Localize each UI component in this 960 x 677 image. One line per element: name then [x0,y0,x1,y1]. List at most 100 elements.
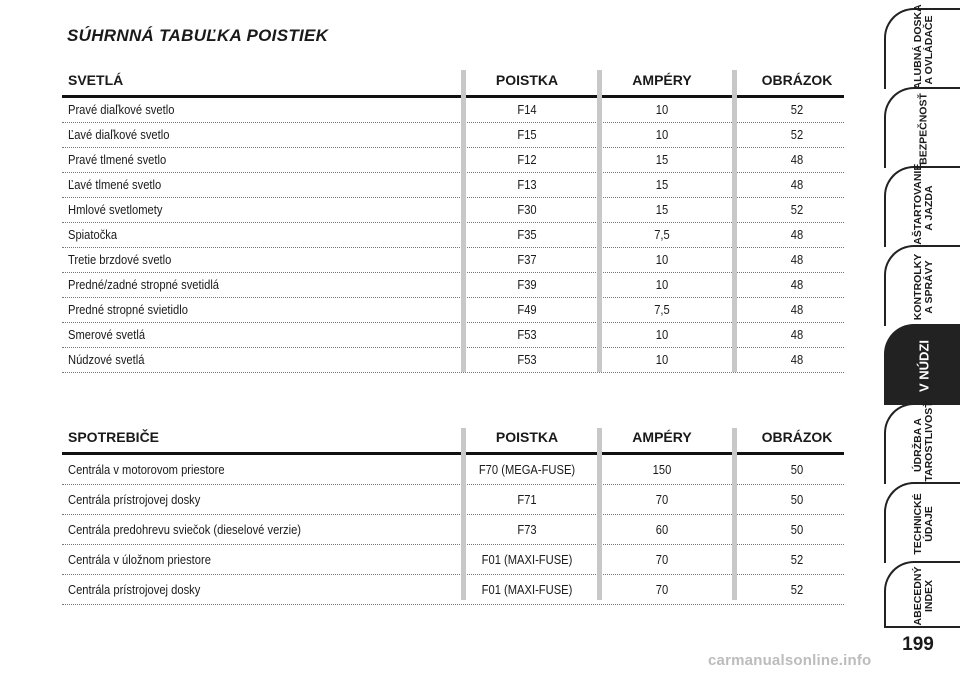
table-row: Centrála v motorovom priestore F70 (MEGA-… [62,455,844,485]
row-label: Ľavé tlmené svetlo [68,177,162,192]
row-fuse: F37 [517,252,537,267]
row-fuse: F73 [517,522,537,537]
table-row: Spiatočka F35 7,5 48 [62,223,844,248]
column-divider [732,70,737,372]
column-divider [461,428,466,600]
row-label: Tretie brzdové svetlo [68,252,172,267]
row-amps: 10 [655,252,669,267]
row-fuse: F13 [517,177,537,192]
page-number-rule [886,626,960,628]
watermark: carmanualsonline.info [708,652,872,669]
table-row: Centrála predohrevu sviečok (dieselové v… [62,515,844,545]
row-fuse: F53 [517,352,537,367]
header-fuse: POISTKA [495,72,559,88]
appliances-fuse-table: SPOTREBIČE POISTKA AMPÉRY OBRÁZOK Centrá… [62,425,844,605]
tab-label: PALUBNÁ DOSKA A OVLÁDAČE [912,3,935,96]
row-label: Predné/zadné stropné svetidlá [68,277,220,292]
row-label: Spiatočka [68,227,118,242]
table-row: Ľavé tlmené svetlo F13 15 48 [62,173,844,198]
header-appliances: SPOTREBIČE [68,429,160,445]
row-label: Centrála v motorovom priestore [68,462,225,477]
row-amps: 7,5 [654,227,670,242]
row-amps: 10 [655,277,669,292]
row-fuse: F49 [517,302,537,317]
row-figure: 48 [790,352,804,367]
column-divider [597,70,602,372]
column-divider [461,70,466,372]
row-figure: 52 [790,582,804,597]
table-row: Hmlové svetlomety F30 15 52 [62,198,844,223]
tab-starting-driving[interactable]: NAŠTARTOVANIE A JAZDA [884,163,960,252]
row-fuse: F15 [517,127,537,142]
row-figure: 48 [790,152,804,167]
row-label: Pravé diaľkové svetlo [68,102,175,117]
tab-label: NAŠTARTOVANIE A JAZDA [912,163,935,252]
row-figure: 48 [790,302,804,317]
row-amps: 10 [655,102,669,117]
tab-dashboard-controls[interactable]: PALUBNÁ DOSKA A OVLÁDAČE [884,4,960,95]
tab-index[interactable]: ABECEDNÝ INDEX [884,561,960,628]
row-figure: 52 [790,552,804,567]
row-label: Pravé tlmené svetlo [68,152,167,167]
header-amps: AMPÉRY [632,429,692,445]
table-row: Núdzové svetlá F53 10 48 [62,348,844,373]
tab-label: ABECEDNÝ INDEX [912,566,935,625]
row-fuse: F30 [517,202,537,217]
header-figure: OBRÁZOK [761,72,833,88]
tab-emergency[interactable]: V NÚDZI [884,324,960,405]
tab-label: BEZPEČNOSŤ [917,92,930,165]
tab-safety[interactable]: BEZPEČNOSŤ [884,87,960,168]
row-figure: 52 [790,127,804,142]
row-label: Centrála predohrevu sviečok (dieselové v… [68,522,302,537]
table-row: Tretie brzdové svetlo F37 10 48 [62,248,844,273]
row-amps: 10 [655,327,669,342]
row-amps: 70 [655,492,669,507]
table-row: Centrála prístrojovej dosky F71 70 50 [62,485,844,515]
row-figure: 48 [790,327,804,342]
row-amps: 10 [655,127,669,142]
row-figure: 50 [790,522,804,537]
column-divider [732,428,737,600]
row-figure: 52 [790,102,804,117]
row-amps: 70 [655,582,669,597]
row-amps: 15 [655,152,669,167]
row-label: Ľavé diaľkové svetlo [68,127,170,142]
row-label: Centrála v úložnom priestore [68,552,211,567]
table-row: Smerové svetlá F53 10 48 [62,323,844,348]
row-fuse: F01 (MAXI-FUSE) [481,582,573,597]
page-title: SÚHRNNÁ TABUĽKA POISTIEK [67,26,329,45]
row-fuse: F71 [517,492,537,507]
row-figure: 48 [790,277,804,292]
row-label: Smerové svetlá [68,327,146,342]
lights-table-header: SVETLÁ POISTKA AMPÉRY OBRÁZOK [62,68,844,98]
table-row: Predné stropné svietidlo F49 7,5 48 [62,298,844,323]
page-number: 199 [902,634,934,655]
tab-maintenance[interactable]: ÚDRŽBA A STAROSTLIVOSŤ [884,401,960,488]
row-label: Centrála prístrojovej dosky [68,582,201,597]
appliances-table-header: SPOTREBIČE POISTKA AMPÉRY OBRÁZOK [62,425,844,455]
lights-fuse-table: SVETLÁ POISTKA AMPÉRY OBRÁZOK Pravé diaľ… [62,68,844,373]
row-label: Núdzové svetlá [68,352,145,367]
row-amps: 70 [655,552,669,567]
row-amps: 150 [652,462,672,477]
table-row: Pravé tlmené svetlo F12 15 48 [62,148,844,173]
row-amps: 7,5 [654,302,670,317]
row-label: Centrála prístrojovej dosky [68,492,201,507]
header-amps: AMPÉRY [632,72,692,88]
row-figure: 48 [790,177,804,192]
row-fuse: F01 (MAXI-FUSE) [481,552,573,567]
row-figure: 50 [790,462,804,477]
row-fuse: F12 [517,152,537,167]
row-label: Predné stropné svietidlo [68,302,188,317]
tab-technical-data[interactable]: TECHNICKÉ ÚDAJE [884,482,960,563]
row-label: Hmlové svetlomety [68,202,163,217]
row-figure: 48 [790,252,804,267]
tab-warning-lights[interactable]: KONTROLKY A SPRÁVY [884,245,960,326]
tab-label: ÚDRŽBA A STAROSTLIVOSŤ [912,400,935,489]
row-figure: 50 [790,492,804,507]
header-lights: SVETLÁ [68,72,124,88]
row-fuse: F70 (MEGA-FUSE) [478,462,576,477]
table-row: Predné/zadné stropné svetidlá F39 10 48 [62,273,844,298]
table-row: Pravé diaľkové svetlo F14 10 52 [62,98,844,123]
table-row: Ľavé diaľkové svetlo F15 10 52 [62,123,844,148]
